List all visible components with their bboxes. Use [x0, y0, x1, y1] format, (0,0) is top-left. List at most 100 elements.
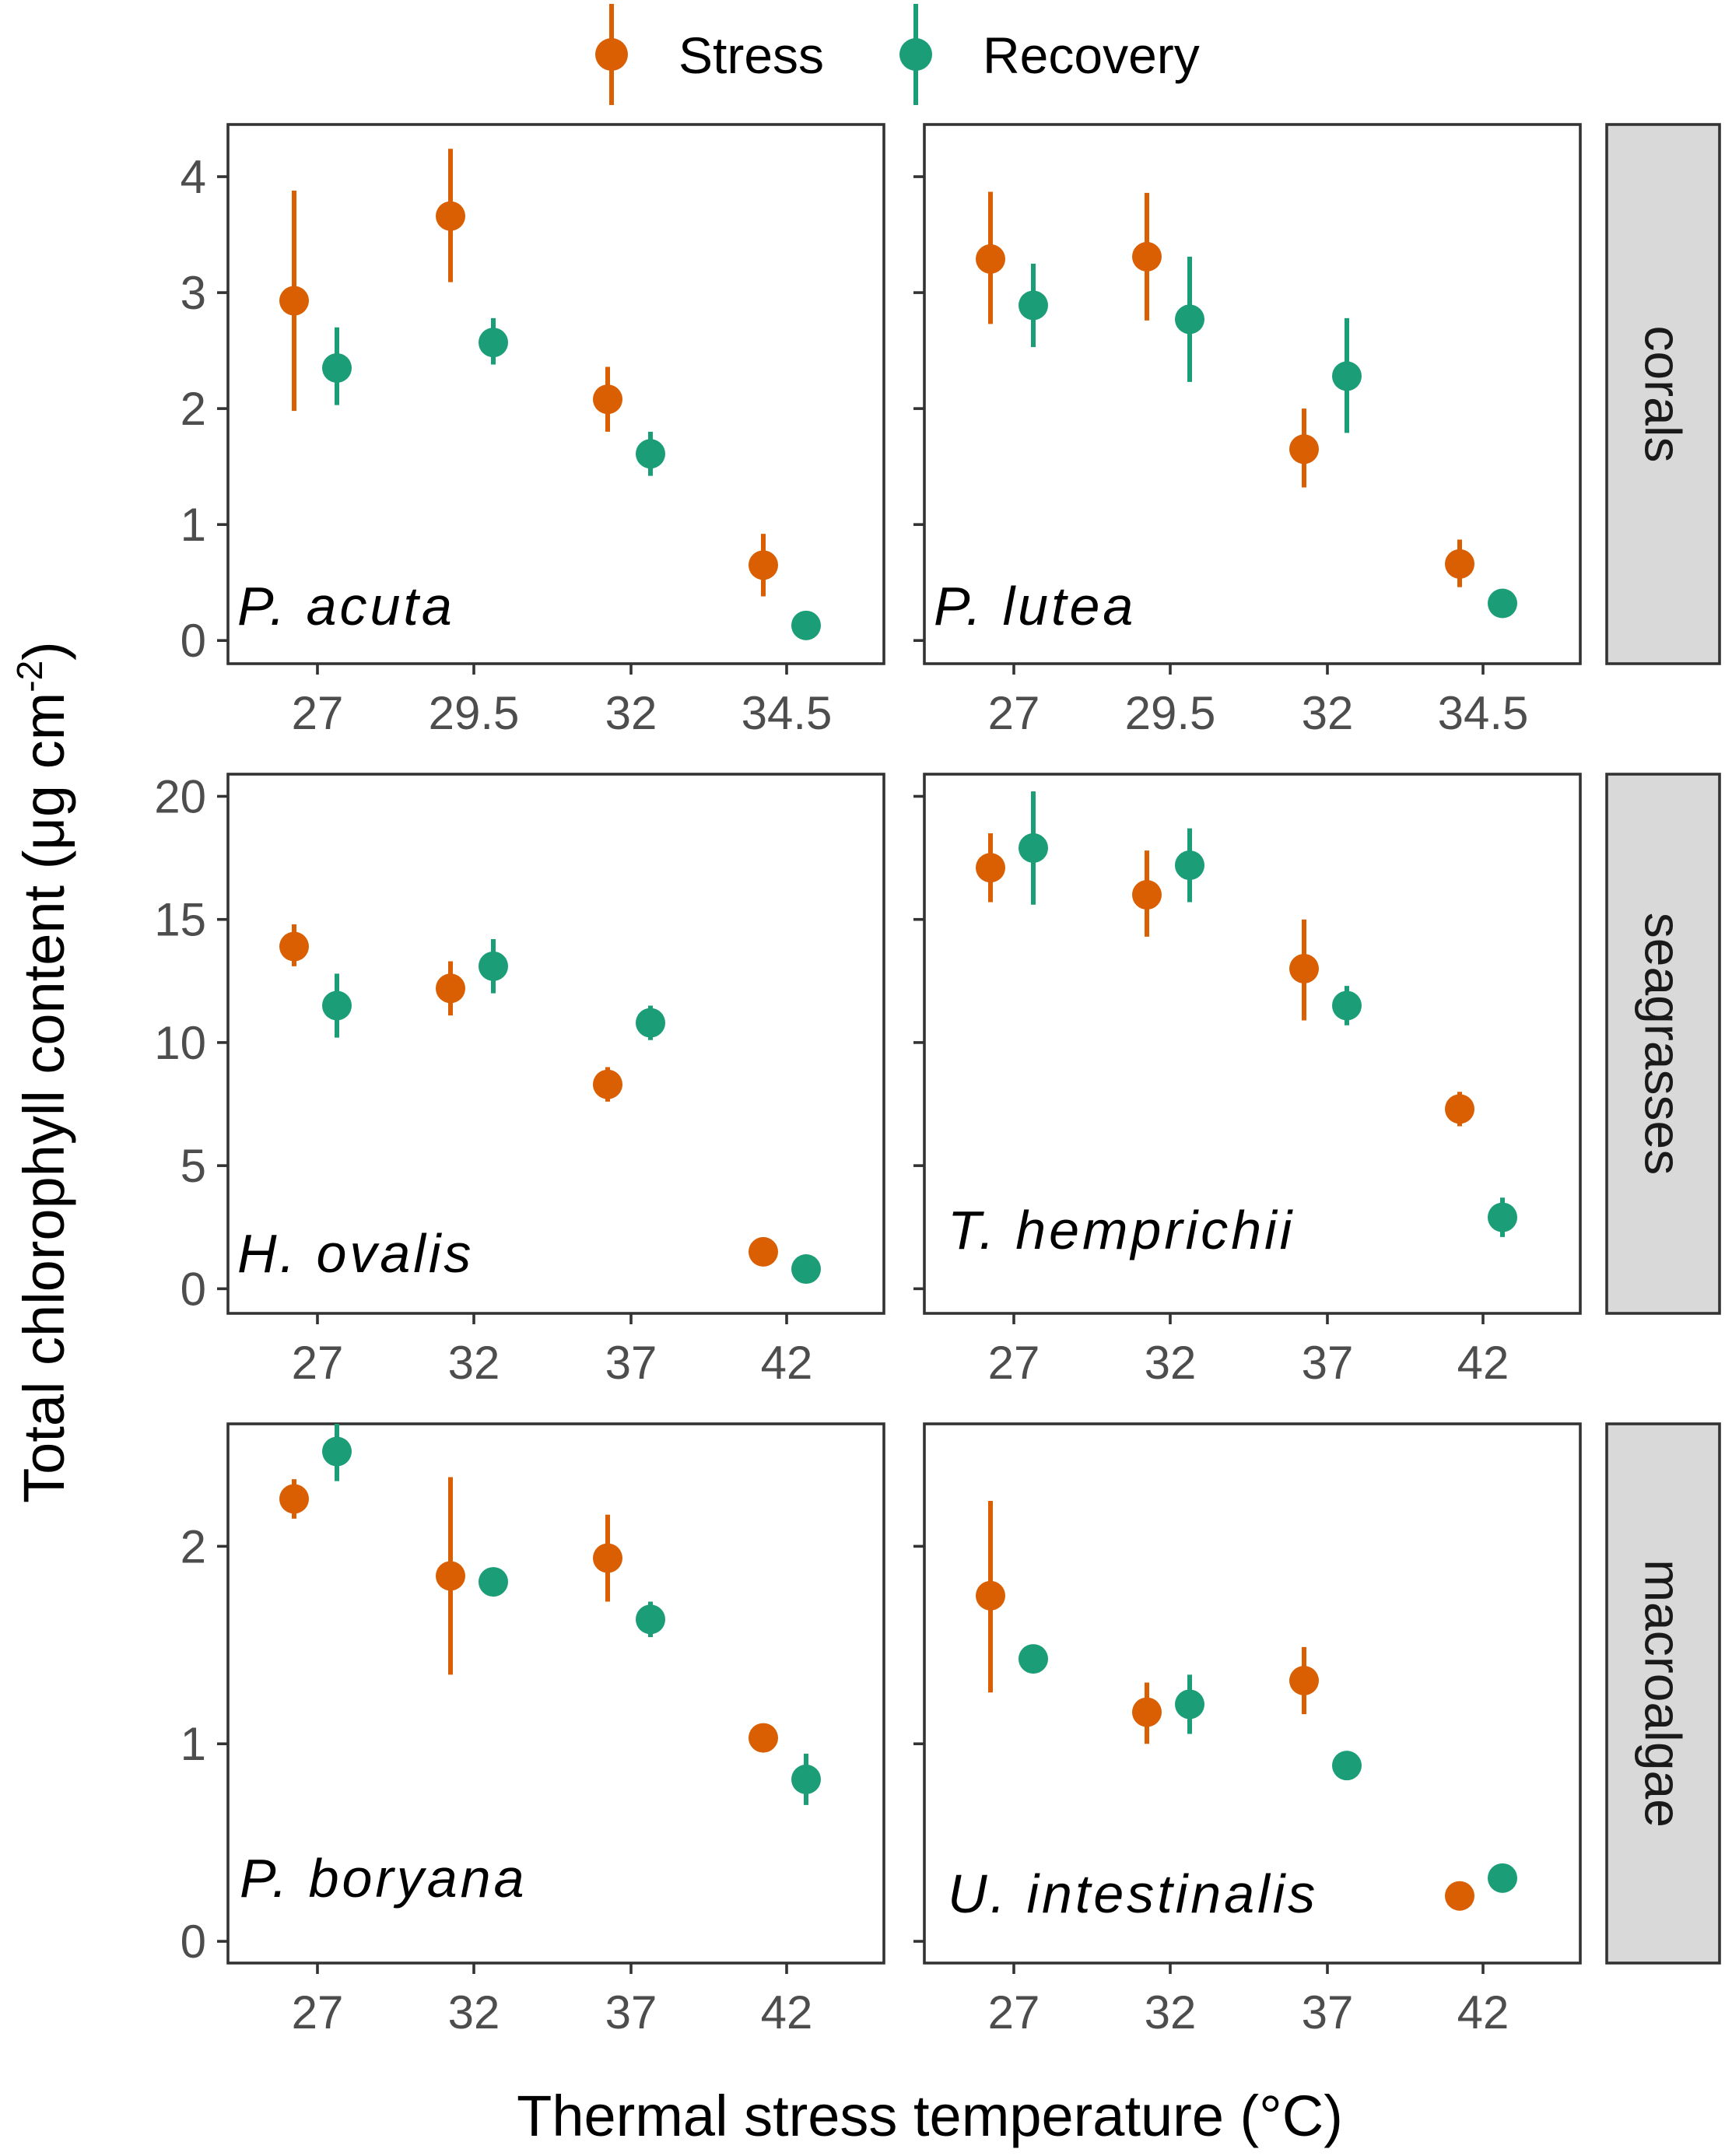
series-recovery	[322, 317, 821, 640]
x-axis-title: Thermal stress temperature (°C)	[517, 2084, 1343, 2148]
x-tick-label: 32	[1145, 1986, 1197, 2039]
data-point	[322, 352, 352, 383]
y-axis-title-close: )	[12, 641, 76, 661]
x-tick-label: 42	[1457, 1337, 1509, 1389]
series-recovery	[1019, 256, 1517, 619]
x-tick-label: 32	[448, 1337, 500, 1389]
x-tick-label: 42	[761, 1986, 813, 2039]
species-label: P. boryana	[240, 1848, 528, 1909]
panel-u-intestinalis: 27 32 37 42 U. intestinalis	[913, 1422, 1582, 2039]
data-point	[1019, 290, 1048, 321]
facet-strip-corals: corals	[1605, 123, 1721, 665]
facet-strip-label: seagrasses	[1635, 913, 1692, 1176]
facet-strip-box	[1605, 123, 1721, 665]
x-tick-label: 29.5	[429, 687, 520, 739]
y-axis-title-main: Total chlorophyll content (μg cm	[12, 692, 76, 1503]
data-point	[976, 1580, 1005, 1611]
x-tick-label: 34.5	[742, 687, 833, 739]
x-tick-label: 34.5	[1438, 687, 1529, 739]
facet-strip-box	[1605, 1422, 1721, 1965]
data-point	[1019, 1644, 1048, 1674]
facet-strip-macroalgae: macroalgae	[1605, 1422, 1721, 1965]
y-axis-title: Total chlorophyll content (μg cm-2)	[9, 641, 76, 1503]
data-point	[976, 853, 1005, 883]
x-tick-label: 42	[761, 1337, 813, 1389]
data-point	[636, 1604, 665, 1635]
data-point	[1132, 1697, 1162, 1727]
data-point	[279, 931, 309, 962]
data-point	[1445, 549, 1474, 579]
data-point	[636, 439, 665, 469]
x-tick-label: 27	[988, 1337, 1040, 1389]
y-tick-label: 4	[181, 151, 206, 203]
data-point	[1332, 1751, 1362, 1781]
data-point	[1332, 361, 1362, 391]
series-stress	[976, 833, 1474, 1127]
panel-t-hemprichii: 27 32 37 42 T. hemprichii	[913, 773, 1582, 1389]
species-label: P. lutea	[934, 576, 1136, 636]
y-tick-label: 5	[181, 1140, 206, 1192]
facet-strip-seagrasses: seagrasses	[1605, 773, 1721, 1315]
data-point	[1132, 880, 1162, 910]
x-tick-label: 37	[605, 1986, 657, 2039]
x-tick-label: 32	[605, 687, 657, 739]
y-tick-label: 0	[181, 1263, 206, 1315]
y-tick-label: 1	[181, 499, 206, 551]
panel-frame	[923, 1422, 1582, 1965]
panel-frame	[226, 773, 885, 1315]
y-tick-label: 2	[181, 383, 206, 435]
species-label: P. acuta	[237, 576, 455, 636]
series-recovery	[322, 1424, 821, 1805]
data-point	[1175, 850, 1204, 881]
legend-key-point-stress	[595, 38, 628, 71]
y-tick-label: 10	[154, 1017, 206, 1069]
x-tick-label: 27	[292, 1986, 344, 2039]
legend-label-recovery: Recovery	[983, 26, 1200, 84]
data-point	[749, 550, 778, 580]
species-label: H. ovalis	[237, 1223, 474, 1284]
data-point	[791, 1764, 821, 1794]
y-tick-label: 2	[181, 1520, 206, 1572]
panel-frame	[923, 123, 1582, 665]
legend-item-stress: Stress	[595, 4, 824, 105]
y-tick-label: 15	[154, 894, 206, 946]
series-stress	[279, 149, 778, 597]
x-tick-label: 27	[292, 1337, 344, 1389]
data-point	[322, 990, 352, 1021]
data-point	[1289, 434, 1319, 465]
panel-p-acuta: 0 1 2 3 4 27 29.5 32 34.5 P. acuta	[181, 123, 885, 739]
data-point	[1488, 1202, 1517, 1232]
data-point	[593, 1543, 622, 1573]
series-stress	[976, 1501, 1474, 1911]
x-tick-label: 32	[1302, 687, 1354, 739]
x-tick-label: 37	[605, 1337, 657, 1389]
legend-label-stress: Stress	[678, 26, 824, 84]
legend: Stress Recovery	[595, 4, 1200, 105]
data-point	[1132, 241, 1162, 272]
data-point	[436, 1561, 465, 1591]
series-recovery	[1019, 1644, 1517, 1893]
data-point	[322, 1436, 352, 1467]
panel-grid: 0 1 2 3 4 27 29.5 32 34.5 P. acuta 27 29.5 32 34.5 P. …	[154, 123, 1721, 2039]
panel-frame	[226, 1422, 885, 1965]
data-point	[1175, 1689, 1204, 1720]
data-point	[593, 384, 622, 415]
series-recovery	[1019, 791, 1517, 1237]
x-tick-label: 27	[988, 1986, 1040, 2039]
series-stress	[279, 1477, 778, 1753]
x-tick-label: 32	[448, 1986, 500, 2039]
data-point	[479, 328, 508, 358]
species-label: U. intestinalis	[948, 1863, 1318, 1924]
series-stress	[279, 924, 778, 1267]
legend-item-recovery: Recovery	[899, 4, 1200, 105]
data-point	[1019, 833, 1048, 863]
y-tick-label: 0	[181, 1916, 206, 1968]
data-point	[1332, 990, 1362, 1021]
data-point	[1175, 304, 1204, 335]
data-point	[1488, 1863, 1517, 1893]
panel-p-boryana: 0 1 2 27 32 37 42 P. boryana	[181, 1422, 885, 2039]
data-point	[479, 951, 508, 981]
panel-p-lutea: 27 29.5 32 34.5 P. lutea	[913, 123, 1582, 739]
data-point	[279, 286, 309, 316]
